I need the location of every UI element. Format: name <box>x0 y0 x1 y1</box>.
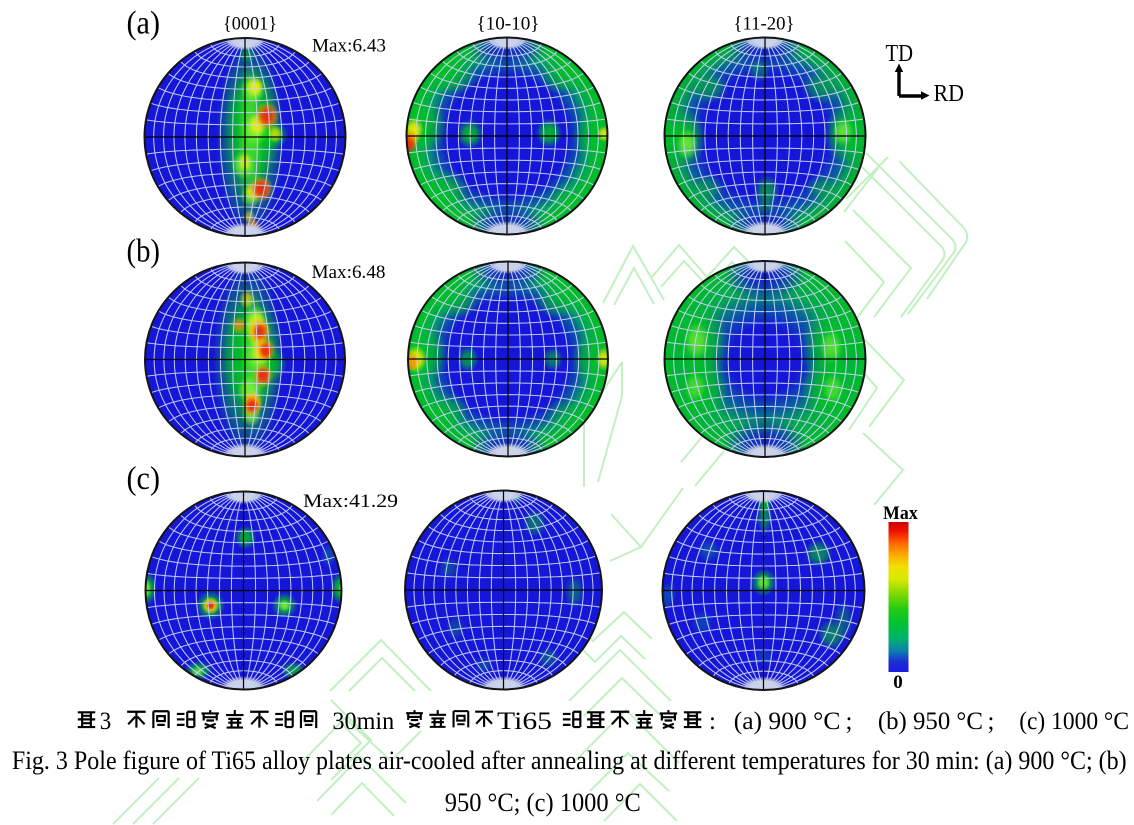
svg-text:Max:41.29: Max:41.29 <box>303 491 398 512</box>
svg-text:Fig. 3 Pole figure of Ti65 all: Fig. 3 Pole figure of Ti65 alloy plates … <box>12 746 1127 775</box>
svg-text:(c): (c) <box>127 461 161 497</box>
svg-text:;: ; <box>988 708 995 735</box>
svg-text:Max:6.48: Max:6.48 <box>312 262 386 283</box>
svg-text:950 °C; (c) 1000 °C: 950 °C; (c) 1000 °C <box>445 788 641 817</box>
svg-text:30min: 30min <box>332 706 394 735</box>
svg-text:(b): (b) <box>127 234 161 270</box>
svg-text:RD: RD <box>934 81 965 107</box>
svg-text:(a) 900 °C: (a) 900 °C <box>734 706 841 735</box>
svg-text:{0001}: {0001} <box>223 14 277 35</box>
svg-text:Max: Max <box>883 503 918 524</box>
svg-text:(c) 1000 °C: (c) 1000 °C <box>1019 706 1129 735</box>
svg-text::: : <box>709 708 716 735</box>
svg-text:(b) 950 °C: (b) 950 °C <box>878 706 983 735</box>
svg-text:3: 3 <box>100 706 112 735</box>
svg-text:(a): (a) <box>127 6 161 42</box>
svg-text:Max:6.43: Max:6.43 <box>312 35 386 56</box>
svg-text:{10-10}: {10-10} <box>477 14 540 35</box>
svg-text:;: ; <box>846 708 853 735</box>
svg-text:{11-20}: {11-20} <box>734 14 795 35</box>
svg-text:0: 0 <box>893 672 903 693</box>
svg-text:TD: TD <box>886 41 914 67</box>
svg-text:Ti65: Ti65 <box>497 706 552 735</box>
